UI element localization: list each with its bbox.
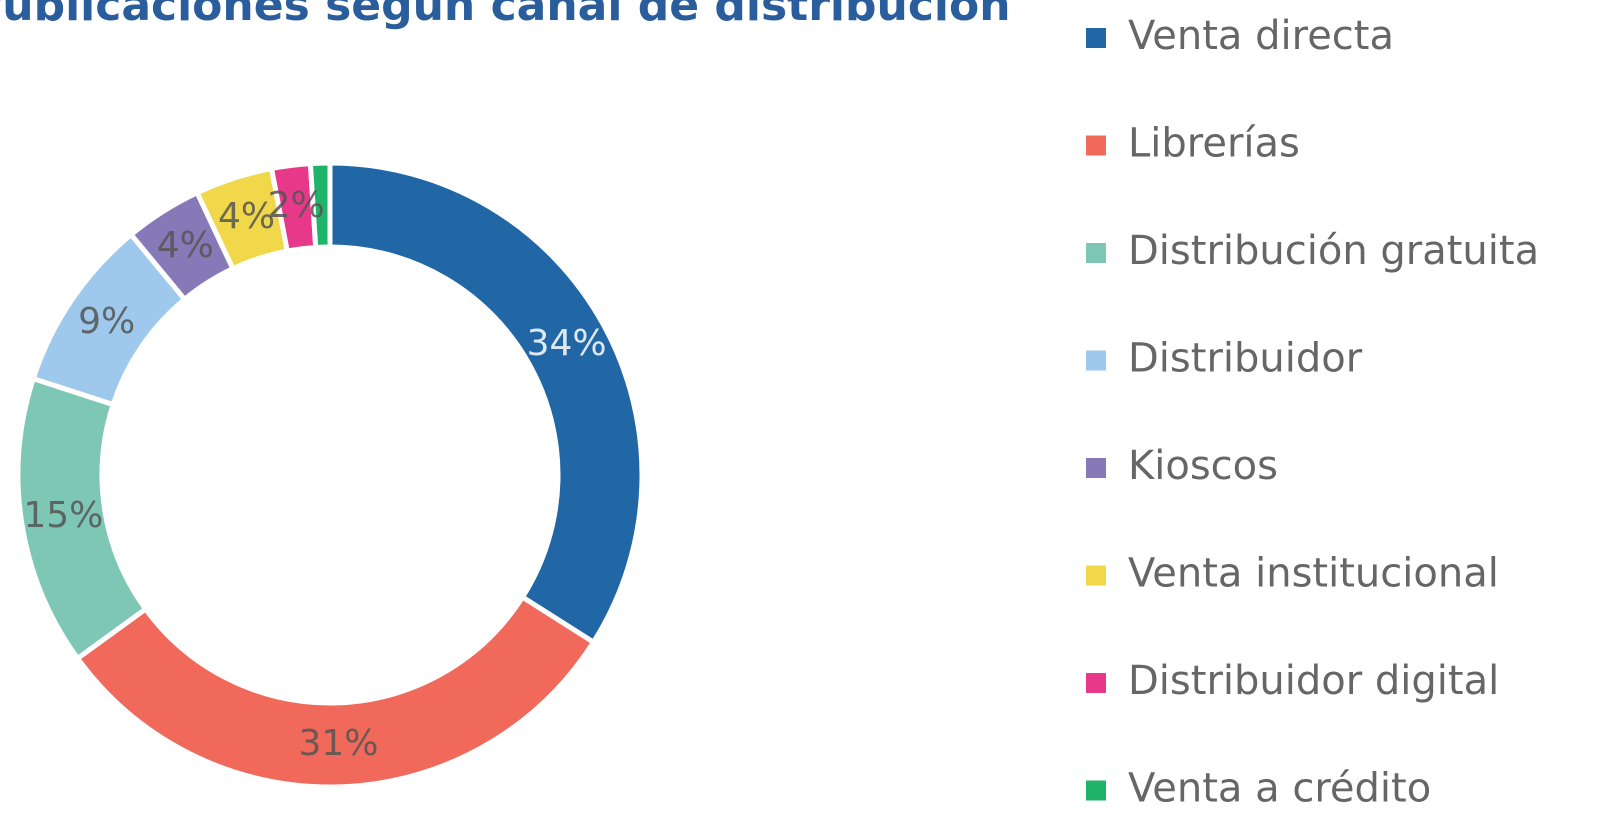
chart-title: Publicaciones según canal de distribució… bbox=[0, 0, 1011, 31]
legend-swatch bbox=[1086, 243, 1106, 263]
data-label: 2% bbox=[268, 185, 325, 226]
legend-swatch bbox=[1086, 673, 1106, 693]
legend-label: Distribución gratuita bbox=[1128, 228, 1539, 274]
legend-swatch bbox=[1086, 350, 1106, 371]
legend-label: Venta a crédito bbox=[1128, 766, 1431, 812]
data-label: 4% bbox=[218, 196, 275, 237]
legend-swatch bbox=[1086, 28, 1106, 48]
donut-slice bbox=[74, 593, 597, 790]
legend-swatch bbox=[1086, 458, 1106, 478]
data-label: 4% bbox=[157, 225, 214, 266]
data-label: 31% bbox=[298, 723, 378, 764]
donut-slice bbox=[327, 160, 645, 646]
legend-label: Librerías bbox=[1128, 121, 1300, 167]
legend-label: Distribuidor bbox=[1128, 336, 1363, 382]
legend-swatch bbox=[1086, 135, 1106, 156]
data-label: 15% bbox=[23, 495, 103, 536]
legend-swatch bbox=[1086, 565, 1106, 586]
data-label: 9% bbox=[78, 301, 135, 342]
donut-slice bbox=[307, 160, 333, 251]
legend-swatch bbox=[1086, 780, 1106, 801]
legend-label: Distribuidor digital bbox=[1128, 658, 1499, 704]
legend-label: Kioscos bbox=[1128, 443, 1278, 489]
legend-label: Venta directa bbox=[1128, 13, 1394, 59]
legend-label: Venta institucional bbox=[1128, 551, 1499, 597]
data-label: 34% bbox=[527, 323, 607, 364]
